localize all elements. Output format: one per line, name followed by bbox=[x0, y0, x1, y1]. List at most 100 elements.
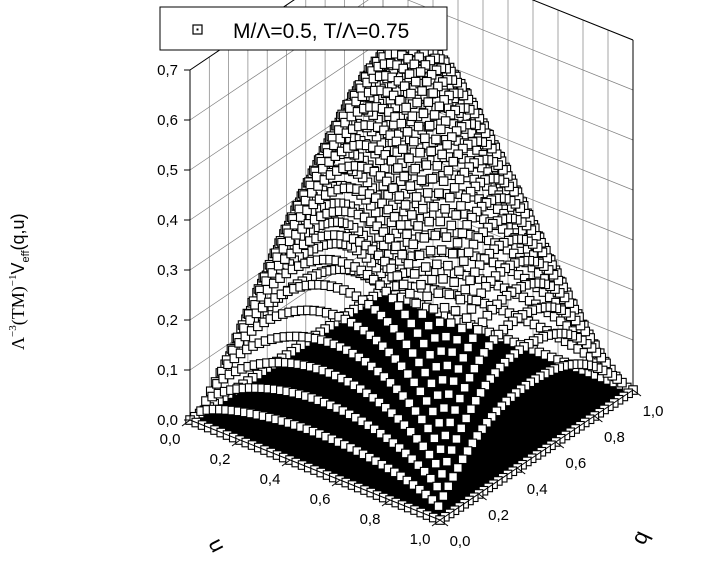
surface-point bbox=[442, 456, 452, 467]
surface-point bbox=[447, 132, 457, 142]
surface-markers bbox=[185, 35, 638, 525]
surface-point bbox=[418, 203, 428, 214]
surface-point bbox=[286, 248, 296, 259]
surface-point bbox=[387, 293, 398, 304]
surface-point bbox=[457, 454, 468, 465]
surface-point bbox=[399, 420, 410, 430]
surface-point bbox=[471, 295, 482, 306]
surface-point bbox=[425, 349, 435, 360]
surface-point bbox=[402, 229, 412, 240]
surface-point bbox=[440, 116, 451, 126]
surface-point bbox=[439, 302, 450, 313]
surface-point bbox=[453, 364, 464, 374]
surface-point bbox=[373, 250, 384, 261]
surface-point bbox=[223, 359, 233, 370]
surface-point bbox=[380, 150, 391, 160]
surface-point bbox=[245, 315, 255, 325]
surface-point bbox=[440, 430, 451, 441]
surface-point bbox=[402, 127, 413, 137]
surface-point bbox=[407, 454, 417, 464]
surface-point bbox=[284, 236, 295, 247]
u-tick bbox=[231, 439, 241, 447]
surface-point bbox=[420, 367, 430, 378]
surface-point bbox=[477, 424, 487, 434]
surface-point bbox=[370, 193, 381, 203]
q-tick bbox=[594, 415, 603, 423]
z-tick-label: 0,2 bbox=[157, 312, 178, 329]
surface-point bbox=[544, 292, 555, 303]
surface-point bbox=[371, 262, 382, 273]
z-tick-label: 0,7 bbox=[157, 62, 178, 79]
surface-point bbox=[375, 280, 385, 291]
surface-point bbox=[398, 63, 409, 74]
surface-point bbox=[394, 191, 405, 201]
surface-point bbox=[368, 274, 379, 285]
surface-point bbox=[412, 434, 422, 444]
surface-point bbox=[444, 289, 455, 300]
surface-point bbox=[461, 413, 471, 424]
surface-point bbox=[436, 245, 447, 255]
surface-point bbox=[403, 53, 413, 64]
surface-point bbox=[438, 274, 448, 284]
surface-point bbox=[433, 288, 444, 299]
surface-point bbox=[404, 69, 415, 79]
surface-point bbox=[377, 198, 387, 209]
surface-point bbox=[449, 183, 460, 193]
surface-point bbox=[371, 335, 382, 346]
surface-point bbox=[478, 227, 488, 238]
surface-point bbox=[413, 460, 424, 470]
surface-point bbox=[421, 489, 431, 500]
surface-point bbox=[411, 192, 422, 202]
surface-point bbox=[374, 397, 385, 408]
surface-point bbox=[453, 149, 463, 160]
surface-point bbox=[387, 408, 397, 418]
surface-point bbox=[409, 377, 419, 388]
surface-point bbox=[429, 201, 439, 212]
surface-point bbox=[399, 171, 409, 182]
surface-point bbox=[395, 95, 405, 106]
surface-point bbox=[450, 405, 460, 415]
surface-point bbox=[464, 372, 475, 383]
u-tick bbox=[431, 519, 441, 527]
surface-point bbox=[375, 171, 386, 181]
surface-point bbox=[467, 212, 477, 223]
surface-point bbox=[441, 331, 451, 342]
surface-point bbox=[430, 333, 440, 343]
surface-point bbox=[273, 260, 284, 271]
surface-point bbox=[459, 256, 469, 266]
surface-point bbox=[403, 369, 413, 379]
surface-point bbox=[415, 67, 426, 77]
z-tick-label: 0,1 bbox=[157, 362, 178, 379]
surface-point bbox=[417, 309, 428, 319]
surface-point bbox=[413, 221, 423, 231]
surface-point bbox=[465, 186, 476, 197]
surface-point bbox=[415, 484, 425, 495]
surface-point bbox=[412, 97, 422, 108]
u-axis-label: u bbox=[204, 534, 232, 556]
surface-point bbox=[482, 310, 493, 321]
svg-text:Λ−3(TM)−1Veff(q,u): Λ−3(TM)−1Veff(q,u) bbox=[7, 213, 32, 350]
surface-point bbox=[389, 212, 400, 222]
surface-point bbox=[455, 393, 465, 404]
surface-point bbox=[430, 230, 441, 241]
surface-point bbox=[370, 305, 380, 315]
surface-point bbox=[382, 317, 393, 327]
surface-point bbox=[454, 266, 464, 276]
surface-point bbox=[453, 463, 463, 473]
z-tick-label: 0,4 bbox=[157, 212, 178, 229]
surface-point bbox=[437, 375, 448, 385]
surface-point bbox=[212, 379, 222, 389]
surface-point bbox=[367, 361, 377, 372]
surface-point bbox=[448, 472, 458, 482]
surface-point bbox=[446, 220, 457, 231]
surface-point bbox=[234, 338, 244, 348]
surface-point bbox=[398, 391, 408, 401]
surface-point bbox=[427, 495, 438, 505]
surface-point bbox=[389, 323, 399, 334]
surface-point bbox=[469, 363, 480, 374]
surface-point bbox=[419, 466, 430, 477]
surface-point bbox=[396, 361, 407, 372]
surface-point bbox=[448, 376, 459, 386]
surface-point bbox=[291, 229, 301, 240]
